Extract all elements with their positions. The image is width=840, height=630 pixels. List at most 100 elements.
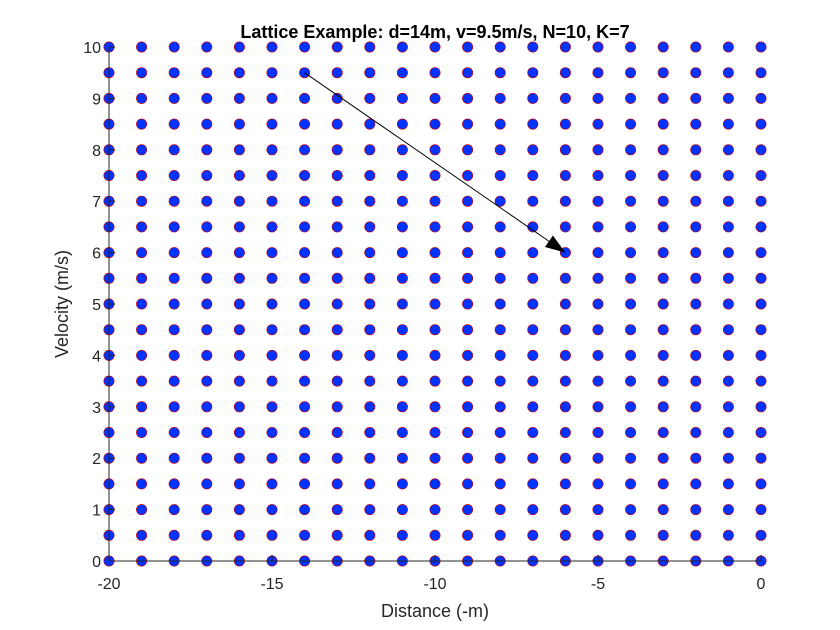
lattice-point (201, 67, 213, 79)
lattice-point (331, 118, 343, 130)
lattice-point (233, 504, 245, 516)
lattice-point (364, 67, 376, 79)
lattice-point (657, 118, 669, 130)
lattice-point (559, 375, 571, 387)
lattice-point (364, 349, 376, 361)
lattice-point (266, 324, 278, 336)
lattice-point (429, 41, 441, 53)
lattice-point (722, 401, 734, 413)
lattice-point (494, 349, 506, 361)
lattice-point (690, 67, 702, 79)
lattice-point (722, 92, 734, 104)
lattice-point (494, 324, 506, 336)
lattice-point (136, 247, 148, 259)
lattice-point (136, 298, 148, 310)
lattice-point (136, 478, 148, 490)
plot-area: -20 -15 -10 -5 0 0 1 2 3 4 5 6 7 8 9 10 (83, 40, 767, 593)
lattice-point (429, 118, 441, 130)
lattice-point (136, 221, 148, 233)
lattice-point (364, 324, 376, 336)
lattice-point (266, 478, 278, 490)
lattice-point (494, 375, 506, 387)
lattice-point (755, 118, 767, 130)
lattice-point (625, 170, 637, 182)
lattice-point (527, 504, 539, 516)
lattice-point (722, 349, 734, 361)
x-tick-label: -15 (260, 576, 283, 593)
lattice-point (136, 349, 148, 361)
lattice-point (527, 92, 539, 104)
lattice-point (527, 298, 539, 310)
lattice-point (201, 170, 213, 182)
lattice-point (201, 452, 213, 464)
lattice-point (625, 375, 637, 387)
lattice-point (559, 272, 571, 284)
lattice-point (722, 478, 734, 490)
lattice-point (266, 195, 278, 207)
lattice-point (690, 247, 702, 259)
lattice-point (559, 170, 571, 182)
lattice-point (625, 504, 637, 516)
lattice-point (722, 529, 734, 541)
lattice-point (396, 298, 408, 310)
lattice-point (396, 221, 408, 233)
lattice-point (722, 272, 734, 284)
chart-title: Lattice Example: d=14m, v=9.5m/s, N=10, … (240, 22, 629, 42)
lattice-point (494, 221, 506, 233)
lattice-point (233, 221, 245, 233)
lattice-point (429, 298, 441, 310)
lattice-point (494, 478, 506, 490)
lattice-point (657, 529, 669, 541)
lattice-point (755, 272, 767, 284)
x-tick-label: -5 (591, 576, 605, 593)
lattice-point (233, 144, 245, 156)
lattice-point (657, 452, 669, 464)
lattice-point (690, 375, 702, 387)
lattice-point (527, 529, 539, 541)
lattice-point (527, 118, 539, 130)
lattice-point (331, 195, 343, 207)
lattice-point (168, 272, 180, 284)
lattice-point (168, 195, 180, 207)
lattice-point (690, 504, 702, 516)
lattice-point (722, 247, 734, 259)
lattice-point (625, 401, 637, 413)
lattice-point (266, 92, 278, 104)
lattice-point (168, 529, 180, 541)
trajectory-arrow (304, 72, 566, 253)
lattice-point (331, 298, 343, 310)
lattice-point (396, 401, 408, 413)
lattice-point (462, 170, 474, 182)
lattice-point (364, 144, 376, 156)
lattice-point (429, 478, 441, 490)
lattice-point (201, 118, 213, 130)
lattice-point (233, 118, 245, 130)
lattice-point (299, 41, 311, 53)
lattice-point (657, 324, 669, 336)
lattice-point (625, 92, 637, 104)
lattice-point (559, 118, 571, 130)
lattice-point (396, 272, 408, 284)
data-points (103, 41, 767, 567)
lattice-point (168, 67, 180, 79)
lattice-point (592, 272, 604, 284)
lattice-point (462, 478, 474, 490)
lattice-point (462, 67, 474, 79)
lattice-point (299, 247, 311, 259)
lattice-point (331, 401, 343, 413)
lattice-point (266, 144, 278, 156)
lattice-point (299, 452, 311, 464)
lattice-point (201, 375, 213, 387)
lattice-point (364, 92, 376, 104)
lattice-point (429, 375, 441, 387)
lattice-point (136, 67, 148, 79)
lattice-point (462, 272, 474, 284)
y-tick-label: 1 (92, 503, 101, 520)
lattice-point (429, 324, 441, 336)
lattice-point (657, 375, 669, 387)
lattice-point (462, 349, 474, 361)
lattice-point (396, 144, 408, 156)
lattice-point (592, 504, 604, 516)
lattice-point (625, 324, 637, 336)
lattice-point (657, 221, 669, 233)
